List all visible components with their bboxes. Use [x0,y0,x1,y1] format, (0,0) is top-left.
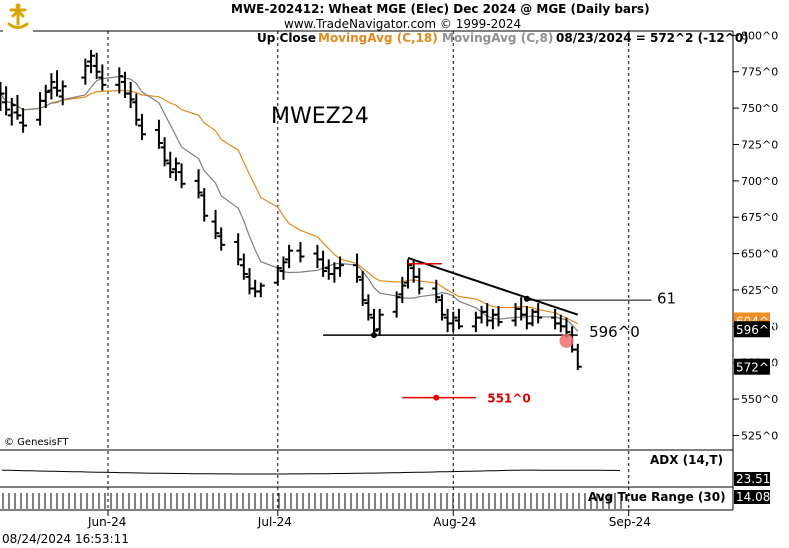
ma18-legend: MovingAvg (C,18) [318,31,438,45]
trendline-resistance [407,257,579,316]
trendlines [323,257,652,401]
price-annotation: 596^0 [589,323,640,341]
atr-badge-label: 14.08 [736,490,770,504]
timestamp: 08/24/2024 16:53:11 [2,532,129,546]
adx-badge [734,472,770,486]
copyright-text: www.TradeNavigator.com © 1999-2024 [284,17,522,31]
price-badge-label: 596^0 [736,323,777,337]
y-tick-label: 800^0 [741,29,778,42]
up-close-label: Up Close [257,31,316,45]
price-annotation: 61 [657,290,676,308]
trade-navigator-logo-icon [3,2,33,32]
pivot-point [523,295,530,302]
y-tick-label: 525^0 [741,429,778,442]
x-tick-label: Sep-24 [609,515,651,529]
price-badge-label: 572^2 [736,361,777,375]
price-badge [734,358,770,375]
y-tick-label: 625^0 [741,284,778,297]
quote-readout: 08/23/2024 = 572^2 (-12^0) [556,31,749,45]
y-tick-label: 650^0 [741,248,778,261]
y-tick-label: 750^0 [741,102,778,115]
highlight-marker [559,333,574,348]
x-tick-label: Jun-24 [87,515,126,529]
chart-header-title: MWE-202412: Wheat MGE (Elec) Dec 2024 @ … [231,2,650,16]
gridlines [107,31,630,510]
target-point [433,394,440,401]
price-bars [0,49,582,370]
atr-title: Avg True Range (30) [588,490,726,504]
x-axis: Jun-24 Jul-24 Aug-24 Sep-24 [87,510,651,529]
chart-frame [0,30,734,511]
y-tick-label: 725^0 [741,138,778,151]
price-annotation: 551^0 [487,392,530,406]
adx-panel: ADX (14,T) 23.51 [1,453,770,486]
adx-title: ADX (14,T) [650,453,723,467]
y-tick-label: 675^0 [741,211,778,224]
genesis-credit: © GenesisFT [4,437,69,448]
adx-badge-label: 23.51 [736,472,770,486]
adx-line [1,469,621,475]
atr-badge [734,490,770,504]
price-badge [734,321,770,338]
x-tick-label: Aug-24 [433,515,476,529]
y-axis: 525^0550^0575^0600^0625^0650^0675^0700^0… [733,29,778,442]
chart-title: MWEZ24 [271,104,369,129]
atr-panel: Avg True Range (30) 14.08 [2,490,770,509]
y-tick-label: 775^0 [741,66,778,79]
y-tick-label: 700^0 [741,175,778,188]
y-tick-label: 550^0 [741,393,778,406]
annotations: MWEZ24 61 596^0 551^0 [271,104,676,406]
pivot-point [371,332,378,339]
ma8-legend: MovingAvg (C,8) [442,31,554,45]
x-tick-label: Jul-24 [257,515,292,529]
